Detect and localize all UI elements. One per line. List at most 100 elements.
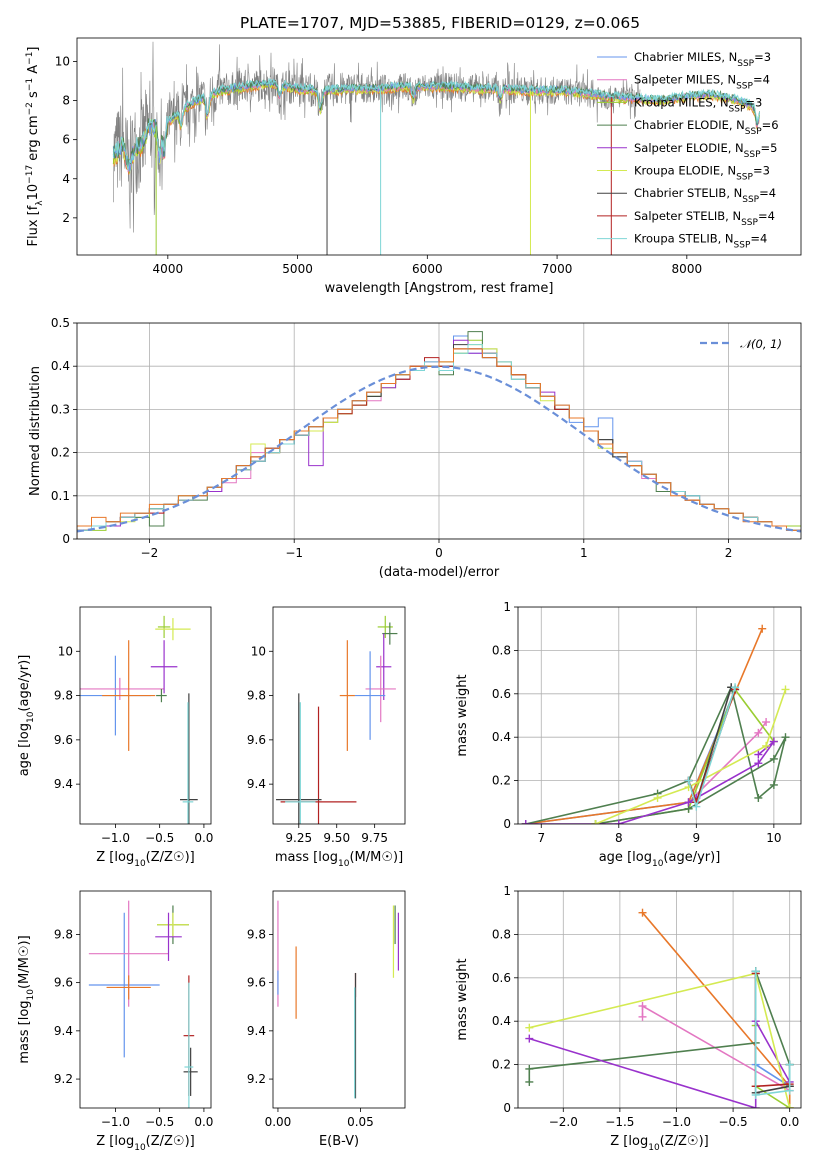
label-part: (data-model)/error	[379, 565, 500, 580]
x-tick-label: 6000	[412, 262, 443, 276]
x-tick-label: 7000	[542, 262, 573, 276]
label-part: (Z/Z☉)]	[660, 1134, 709, 1149]
label-part: Salpeter MILES, N	[634, 73, 736, 87]
label-part: SSP	[734, 241, 751, 251]
legend-entry: Chabrier STELIB, NSSP=4	[634, 186, 776, 205]
figure-title: PLATE=1707, MJD=53885, FIBERID=0129, z=0…	[240, 14, 640, 32]
x-tick-label: 0.05	[347, 1115, 374, 1129]
plot-area	[80, 615, 198, 824]
label-part: (age/yr)]	[17, 655, 32, 712]
label-part: mass weight	[455, 958, 470, 1040]
x-tick-label: 9	[693, 831, 701, 845]
y-tick-label: 8	[62, 94, 70, 108]
x-tick-label: −1.0	[662, 1115, 691, 1129]
x-tick-label: 9.25	[285, 831, 312, 845]
x-tick-label: 9.50	[323, 831, 350, 845]
panel-weight-vs-z: −2.0 −1.5 −1.0 −0.5 0.0 0 0.2 0.4 0.6 0.8 1 Z [log1…	[455, 884, 802, 1153]
legend-entry: Chabrier MILES, NSSP=3	[634, 50, 771, 69]
axes-frame	[272, 890, 406, 1109]
panel-residuals: −2 −1 0 1 2 0 0.1 0.2 0.3 0.4 0.5 (data-model)/erro…	[28, 316, 802, 580]
y-tick-label: 4	[62, 172, 70, 186]
model-spectrum-line	[112, 77, 760, 170]
y-tick-label: 9.4	[54, 777, 73, 791]
y-tick-label: 1	[503, 600, 511, 614]
label-part: log	[628, 1134, 648, 1149]
x-tick-label: 0	[435, 546, 443, 560]
y-tick-label: 0.8	[492, 927, 511, 941]
y-tick-label: 10	[58, 644, 73, 658]
axes-frame	[76, 322, 802, 540]
label-part: SSP	[736, 173, 753, 183]
x-tick-label: −1.5	[605, 1115, 634, 1129]
x-axis-label: (data-model)/error	[379, 565, 500, 580]
model-spectrum-line	[112, 78, 760, 171]
axes-frame	[517, 890, 802, 1109]
y-tick-label: 0.4	[51, 359, 70, 373]
label-part: age [	[17, 743, 32, 776]
label-part: =6	[762, 118, 779, 132]
y-tick-label: 0.1	[51, 489, 70, 503]
label-part: wavelength [Angstrom, rest frame]	[325, 281, 554, 296]
x-tick-label: 0.0	[194, 1115, 213, 1129]
label-part: −17	[25, 165, 35, 184]
label-part: (Z/Z☉)]	[146, 850, 195, 865]
label-part: SSP	[744, 150, 761, 160]
y-tick-label: 0.4	[492, 730, 511, 744]
y-tick-label: 9.8	[54, 927, 73, 941]
plot-area	[518, 891, 801, 1108]
y-tick-label: 0.4	[492, 1014, 511, 1028]
x-tick-label: 0.0	[780, 1115, 799, 1129]
x-tick-label: −0.5	[145, 1115, 174, 1129]
label-part: 10	[26, 184, 41, 201]
label-part: (M/M☉)]	[17, 935, 32, 989]
label-part: SSP	[736, 82, 753, 92]
x-axis-label: E(B-V)	[319, 1134, 359, 1149]
label-part: log	[17, 723, 32, 743]
weight-series-line	[525, 684, 787, 824]
normal-curve-line	[77, 365, 801, 533]
y-tick-label: 9.6	[247, 733, 266, 747]
label-part: Chabrier STELIB, N	[634, 186, 742, 200]
label-part: SSP	[745, 127, 762, 137]
x-axis-label: age [log10(age/yr)]	[599, 850, 721, 869]
y-axis-label: mass weight	[455, 674, 470, 756]
label-part: log	[17, 1000, 32, 1020]
label-part: log	[114, 1134, 134, 1149]
x-tick-label: 0.00	[265, 1115, 292, 1129]
label-part: Z [	[96, 1134, 114, 1149]
label-part: mass [	[17, 1020, 32, 1063]
label-part: −1	[25, 52, 35, 65]
y-tick-label: 10	[251, 644, 266, 658]
x-tick-label: 5000	[282, 262, 313, 276]
y-tick-label: 0.6	[492, 971, 511, 985]
y-tick-label: 0.3	[51, 402, 70, 416]
plot-area	[277, 900, 399, 1099]
x-tick-label: −2	[141, 546, 159, 560]
label-part: log	[632, 850, 652, 865]
label-part: erg	[26, 135, 41, 165]
x-tick-label: −1.0	[101, 831, 130, 845]
y-axis-label: Flux [fλ10−17 erg cm−2 s−1 A−1]	[25, 46, 45, 246]
y-tick-label: 0.2	[492, 774, 511, 788]
y-tick-label: 0	[62, 532, 70, 546]
legend-entry: Salpeter ELODIE, NSSP=5	[634, 141, 777, 160]
y-tick-label: 2	[62, 211, 70, 225]
residuals-legend: 𝒩(0, 1)	[700, 337, 782, 351]
label-part: λ	[35, 200, 45, 206]
label-part: SSP	[737, 59, 754, 69]
label-part: log	[114, 850, 134, 865]
label-part: SSP	[729, 104, 746, 114]
legend-entry: Kroupa STELIB, NSSP=4	[634, 232, 767, 251]
label-part: −2	[25, 102, 35, 115]
y-tick-label: 9.4	[247, 777, 266, 791]
y-tick-label: 1	[503, 884, 511, 898]
axes-frame	[517, 606, 802, 825]
x-tick-label: −1	[285, 546, 303, 560]
plot-area	[518, 607, 801, 824]
label-part: mass weight	[455, 674, 470, 756]
label-part: Flux [	[26, 210, 41, 246]
